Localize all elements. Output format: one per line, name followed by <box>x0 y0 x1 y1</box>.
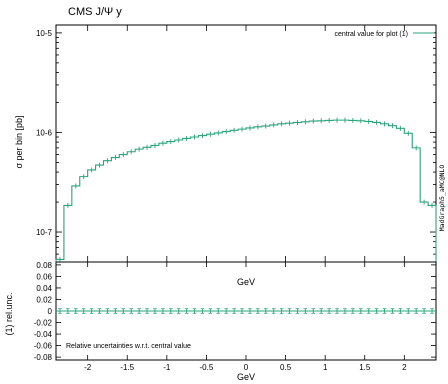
legend: central value for plot (1) <box>334 31 434 38</box>
ratio-y-tick-label: -0.04 <box>34 330 53 339</box>
ratio-y-tick-label: -0.06 <box>34 342 53 351</box>
ratio-plot-axes: -0.08 -0.06 -0.04 -0.02 0 0.02 0.04 0.06 0.08 -2 -… <box>34 261 437 372</box>
main-y-tick-label: 10-7 <box>36 228 53 237</box>
main-series-line <box>55 119 437 262</box>
chart-title: CMS J/Ψ y <box>68 6 122 18</box>
ratio-y-axis-label: (1) rel.unc. <box>4 292 14 335</box>
legend-label: central value for plot (1) <box>334 31 408 38</box>
ratio-x-tick-label: -2 <box>84 363 92 372</box>
ratio-y-tick-label: -0.02 <box>34 319 53 328</box>
ratio-x-tick-label: 1 <box>323 363 328 372</box>
ratio-annotation: Relative uncertainties w.r.t. central va… <box>66 343 191 350</box>
main-plot-frame <box>55 24 437 263</box>
ratio-x-tick-label: 1.5 <box>359 363 371 372</box>
ratio-y-tick-label: 0.06 <box>36 272 52 281</box>
ratio-x-axis-label: GeV <box>237 372 255 382</box>
ratio-y-tick-label: 0.02 <box>36 295 52 304</box>
ratio-x-tick-label: -1.5 <box>120 363 134 372</box>
main-x-axis-label: GeV <box>237 277 255 287</box>
generator-side-text: MadGraph5_aMC@NLO <box>438 165 446 232</box>
ratio-plot-series <box>56 308 436 314</box>
ratio-x-tick-label: 0.5 <box>280 363 292 372</box>
main-plot-axes: 10-7 10-6 10-5 <box>36 24 437 263</box>
ratio-y-tick-label: -0.08 <box>34 353 53 362</box>
main-y-axis-label: σ per bin [pb] <box>14 115 24 168</box>
ratio-y-tick-label: 0.08 <box>36 261 52 270</box>
main-plot-series <box>55 117 437 262</box>
main-y-tick-label: 10-6 <box>36 128 53 137</box>
ratio-y-tick-label: 0 <box>48 307 53 316</box>
main-y-tick-label: 10-5 <box>36 29 53 38</box>
ratio-x-tick-label: -0.5 <box>200 363 214 372</box>
ratio-y-tick-label: 0.04 <box>36 284 52 293</box>
ratio-x-tick-label: -1 <box>163 363 171 372</box>
ratio-x-tick-label: 2 <box>402 363 407 372</box>
ratio-x-tick-label: 0 <box>244 363 249 372</box>
